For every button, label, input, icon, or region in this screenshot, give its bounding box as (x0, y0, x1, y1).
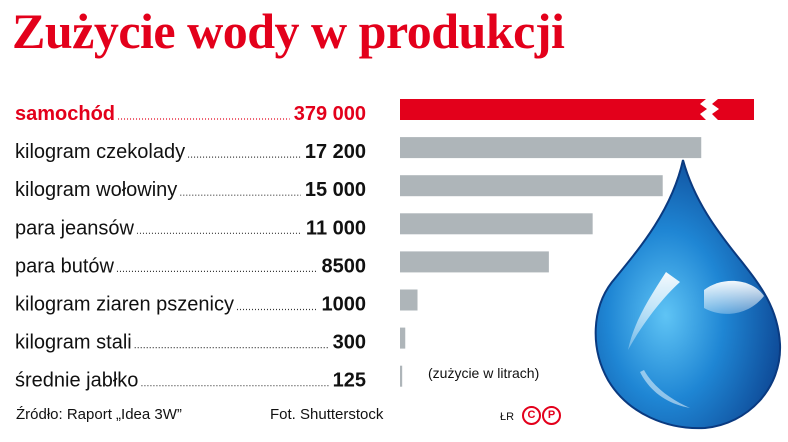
value-label: 11 000 (306, 217, 366, 239)
logo-c: C (522, 406, 541, 425)
value-label: 8500 (322, 255, 367, 277)
bar (400, 365, 403, 387)
category-label: kilogram wołowiny (15, 179, 177, 201)
category-label: para butów (15, 255, 115, 277)
bar-break-segment (712, 99, 754, 120)
category-label: kilogram czekolady (15, 141, 185, 163)
category-label: średnie jabłko (15, 370, 138, 392)
photo-credit: Fot. Shutterstock (270, 406, 384, 423)
bar (400, 289, 418, 311)
bar (400, 175, 663, 197)
bar (400, 327, 406, 349)
logo-p: P (542, 406, 561, 425)
bar (400, 137, 702, 159)
bar (400, 213, 593, 235)
bar (400, 99, 707, 120)
chart-title: Zużycie wody w produkcji (12, 3, 565, 59)
value-label: 300 (333, 332, 366, 354)
value-label: 125 (333, 370, 366, 392)
value-label: 379 000 (294, 103, 366, 125)
value-label: 15 000 (305, 179, 366, 201)
category-label: kilogram ziaren pszenicy (15, 294, 234, 316)
bar (400, 251, 549, 273)
value-label: 17 200 (305, 141, 366, 163)
source-note: Źródło: Raport „Idea 3W” (16, 406, 182, 423)
water-drop-icon (594, 159, 782, 430)
category-label: kilogram stali (15, 332, 132, 354)
unit-note: (zużycie w litrach) (428, 365, 539, 381)
value-label: 1000 (322, 294, 367, 316)
author-signature: ŁR (500, 411, 515, 423)
category-label: samochód (15, 103, 115, 125)
category-label: para jeansów (15, 217, 135, 239)
